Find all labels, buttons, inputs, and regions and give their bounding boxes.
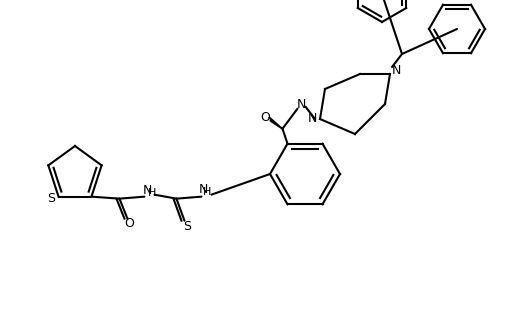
Text: S: S (183, 220, 192, 233)
Text: H: H (148, 188, 157, 198)
Text: O: O (260, 111, 270, 124)
Text: S: S (48, 192, 55, 205)
Text: N: N (199, 183, 208, 196)
Text: H: H (203, 187, 211, 197)
Text: N: N (297, 98, 306, 111)
Text: N: N (143, 184, 152, 197)
Text: N: N (392, 63, 401, 77)
Text: O: O (125, 217, 134, 230)
Text: N: N (307, 113, 317, 125)
